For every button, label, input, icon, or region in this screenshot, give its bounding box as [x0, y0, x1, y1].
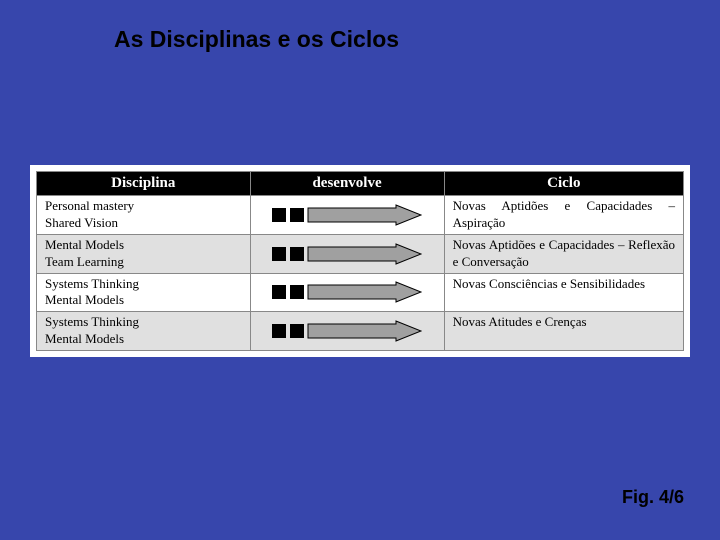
table-row: Systems ThinkingMental Models Novas Atit…	[37, 312, 684, 351]
cell-desenvolve-arrow	[250, 273, 444, 312]
cell-ciclo: Novas Consciências e Sensibilidades	[444, 273, 683, 312]
table-body: Personal masteryShared Vision Novas Apti…	[37, 196, 684, 351]
table-row: Personal masteryShared Vision Novas Apti…	[37, 196, 684, 235]
disciplines-table-container: Disciplina desenvolve Ciclo Personal mas…	[30, 165, 690, 357]
cell-disciplina: Personal masteryShared Vision	[37, 196, 251, 235]
cell-desenvolve-arrow	[250, 234, 444, 273]
cell-desenvolve-arrow	[250, 196, 444, 235]
figure-label: Fig. 4/6	[622, 487, 684, 508]
col-header-disciplina: Disciplina	[37, 172, 251, 196]
cell-desenvolve-arrow	[250, 312, 444, 351]
cell-disciplina: Systems ThinkingMental Models	[37, 312, 251, 351]
table-row: Mental ModelsTeam Learning Novas Aptidõe…	[37, 234, 684, 273]
table-header-row: Disciplina desenvolve Ciclo	[37, 172, 684, 196]
cell-disciplina: Mental ModelsTeam Learning	[37, 234, 251, 273]
col-header-ciclo: Ciclo	[444, 172, 683, 196]
cell-disciplina: Systems ThinkingMental Models	[37, 273, 251, 312]
table-row: Systems ThinkingMental Models Novas Cons…	[37, 273, 684, 312]
cell-ciclo: Novas Aptidões e Capacidades – Reflexão …	[444, 234, 683, 273]
page-title: As Disciplinas e os Ciclos	[114, 26, 399, 53]
col-header-desenvolve: desenvolve	[250, 172, 444, 196]
disciplines-table: Disciplina desenvolve Ciclo Personal mas…	[36, 171, 684, 351]
cell-ciclo: Novas Aptidões e Capacidades – Aspiração	[444, 196, 683, 235]
cell-ciclo: Novas Atitudes e Crenças	[444, 312, 683, 351]
